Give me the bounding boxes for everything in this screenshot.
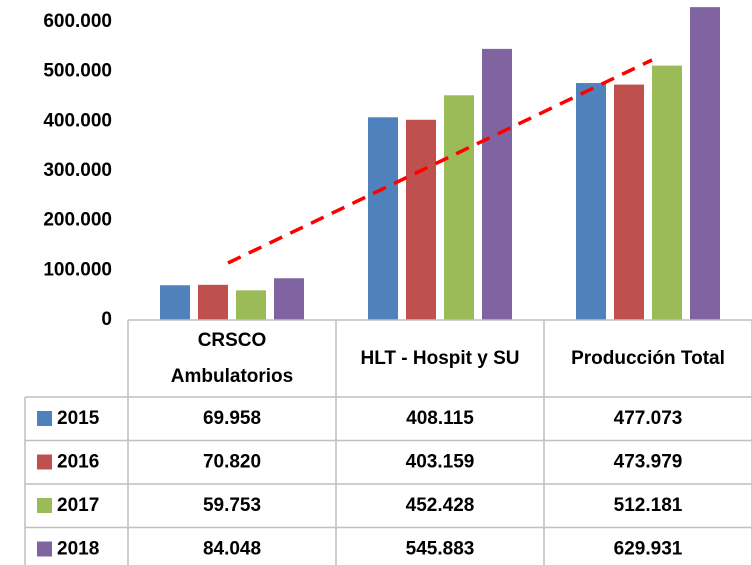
- legend-swatch: [37, 498, 52, 513]
- table-value: 629.931: [614, 539, 683, 560]
- bar: [368, 117, 398, 320]
- bar: [274, 278, 304, 320]
- bar: [482, 48, 512, 320]
- y-tick-label: 300.000: [43, 160, 112, 181]
- y-tick-label: 200.000: [43, 210, 112, 231]
- bar: [690, 7, 720, 320]
- table-value: 408.115: [406, 408, 474, 429]
- table-value: 59.753: [203, 495, 261, 516]
- bar: [160, 285, 190, 320]
- table-value: 473.979: [614, 452, 683, 473]
- table-value: 403.159: [406, 452, 475, 473]
- table-value: 545.883: [406, 539, 475, 560]
- bar: [652, 65, 682, 321]
- bar: [444, 95, 474, 320]
- bar: [406, 119, 436, 320]
- trend-line: [227, 58, 653, 265]
- legend-label: 2018: [57, 539, 99, 560]
- bar: [614, 84, 644, 321]
- x-tick-label: Producción Total: [571, 348, 725, 369]
- x-tick-label: HLT - Hospit y SU: [360, 348, 520, 369]
- table-value: 70.820: [203, 452, 261, 473]
- legend-label: 2016: [57, 452, 99, 473]
- y-tick-label: 600.000: [43, 11, 112, 32]
- legend-label: 2017: [57, 495, 99, 516]
- table-value: 69.958: [203, 408, 261, 429]
- legend-swatch: [37, 541, 52, 557]
- table-value: 84.048: [203, 539, 261, 560]
- y-tick-label: 500.000: [43, 61, 112, 82]
- legend-swatch: [37, 411, 52, 426]
- y-tick-label: 400.000: [43, 110, 112, 131]
- x-tick-label: CRSCO Ambulatorios: [170, 330, 294, 387]
- table-value: 512.181: [614, 495, 683, 516]
- legend-swatch: [37, 454, 52, 470]
- bar: [576, 83, 606, 320]
- legend-label: 2015: [57, 408, 100, 429]
- bar: [236, 290, 266, 320]
- y-tick-label: 100.000: [43, 259, 112, 280]
- bar: [198, 284, 228, 320]
- table-value: 477.073: [614, 408, 683, 429]
- table-value: 452.428: [406, 495, 475, 516]
- y-tick-label: 0: [101, 309, 112, 330]
